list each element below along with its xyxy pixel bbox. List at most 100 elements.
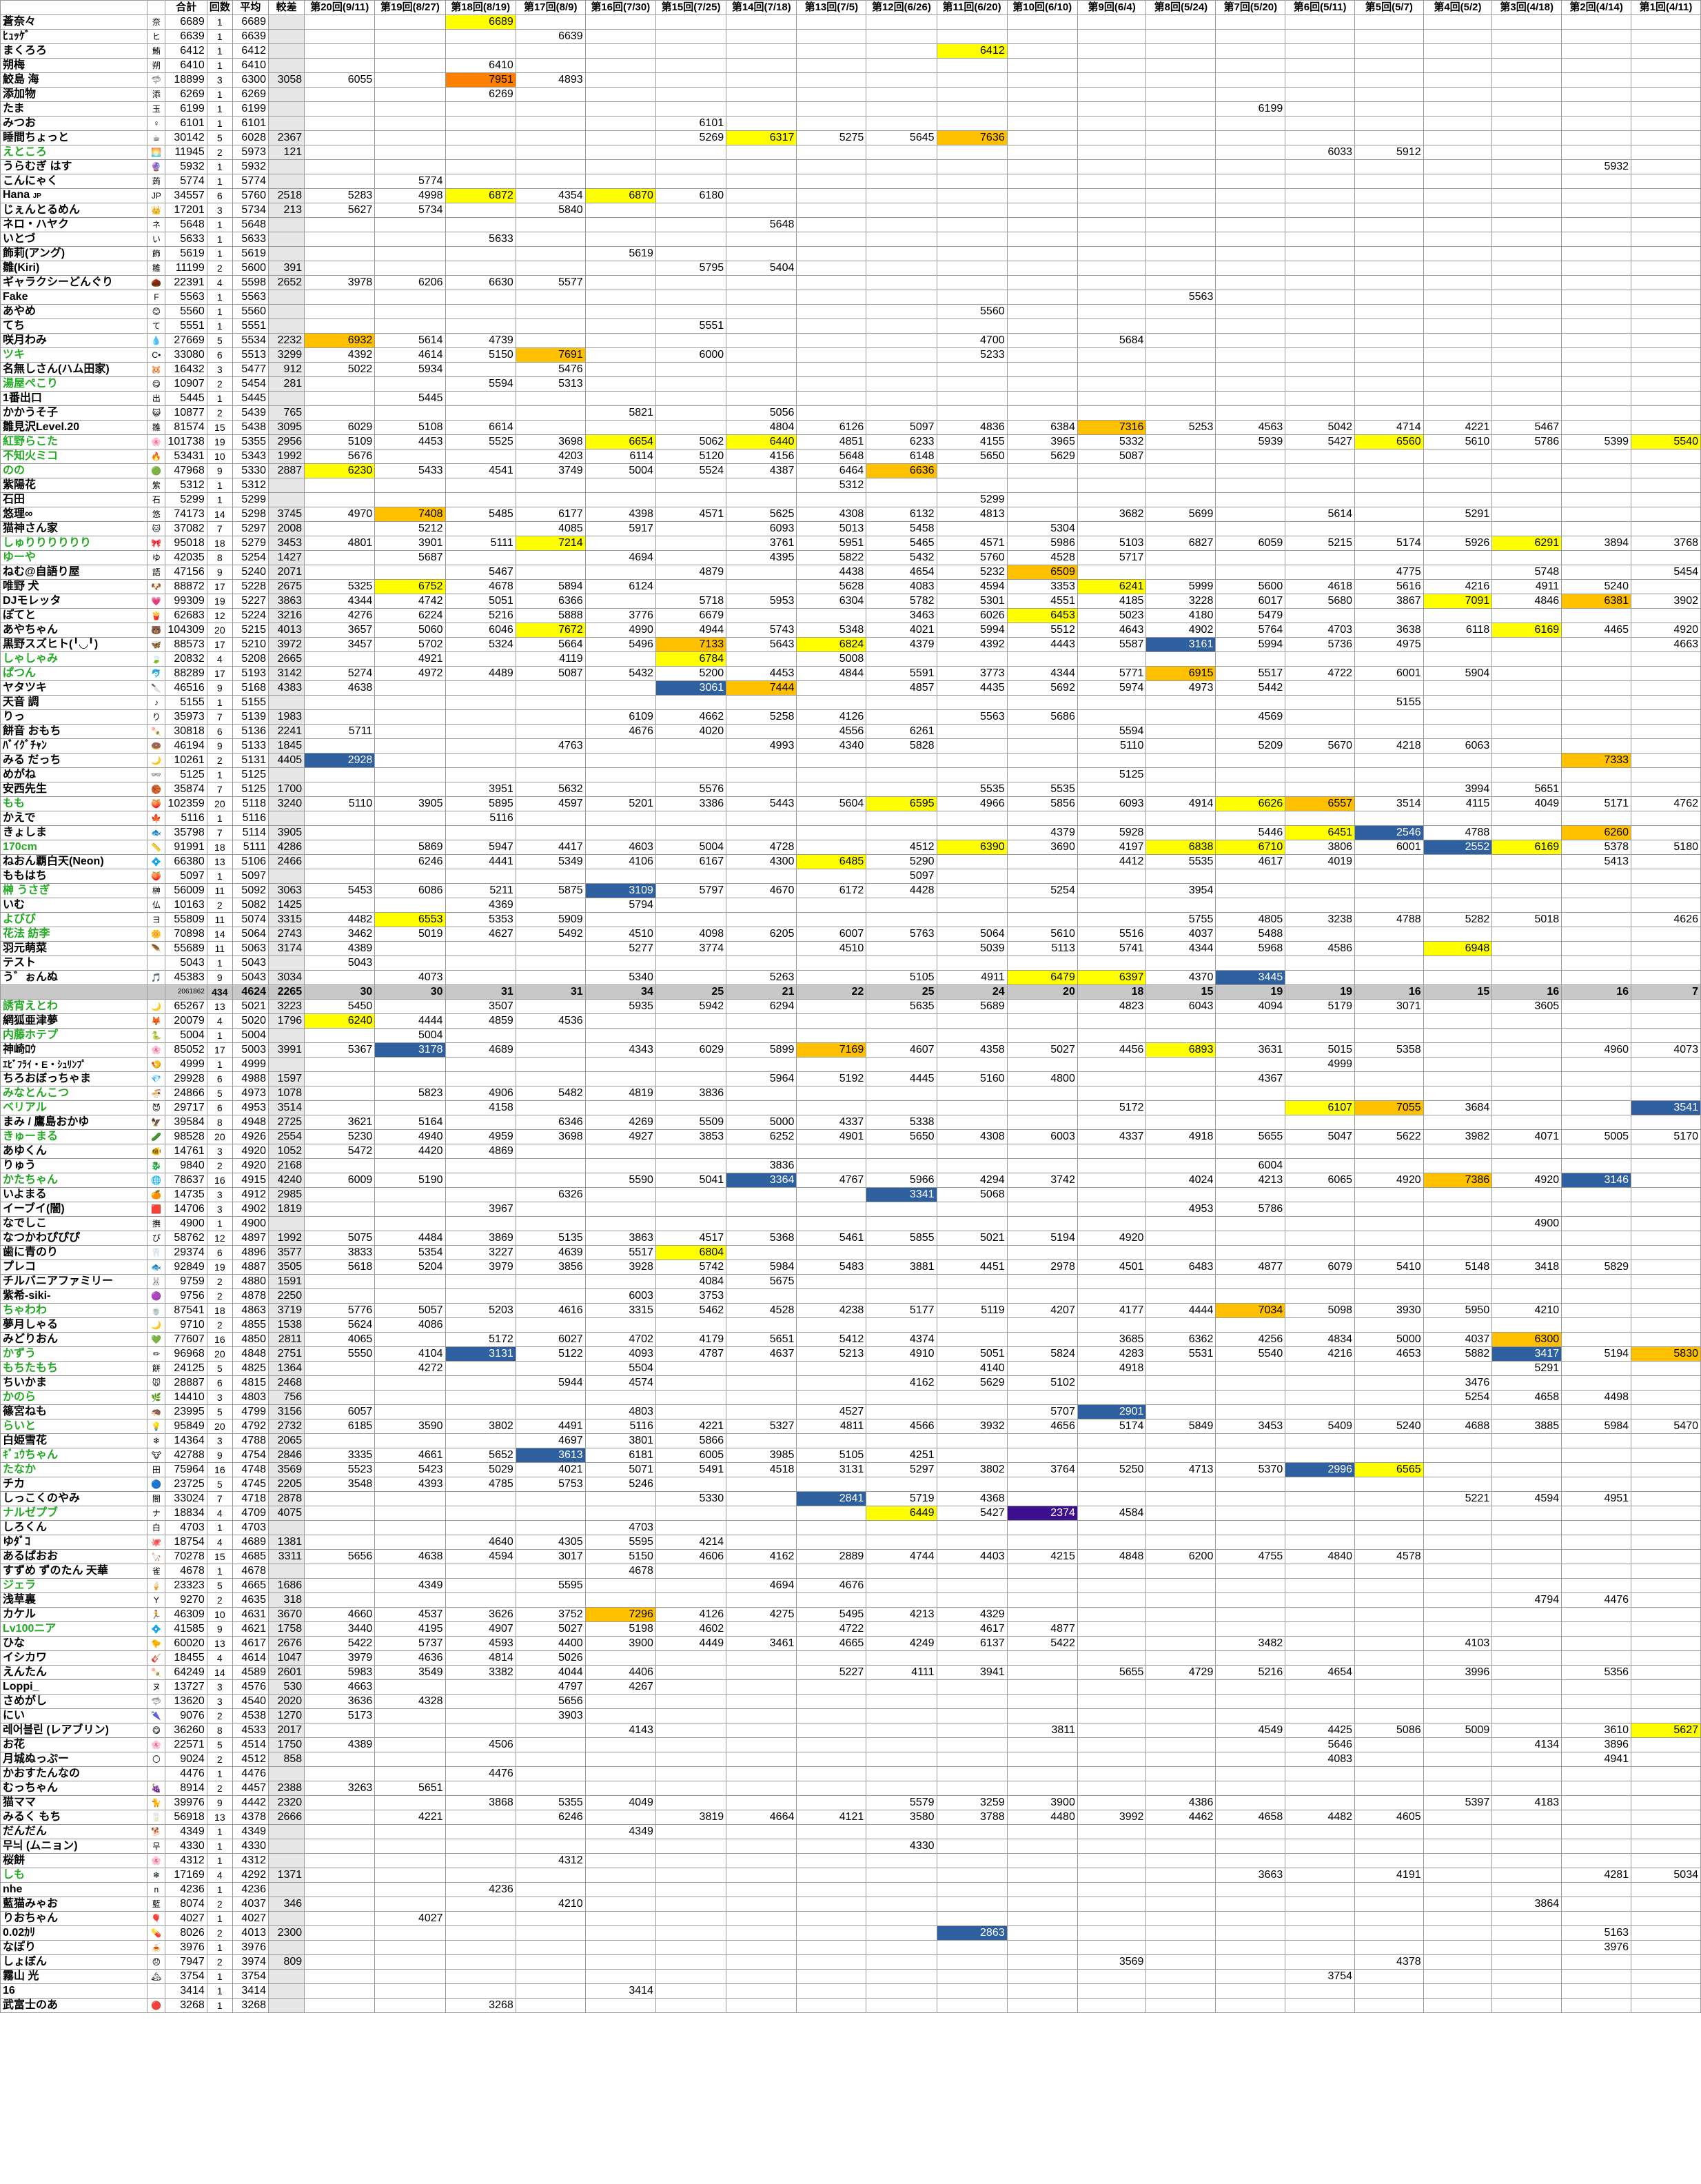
round-score-cell[interactable]: 6233 [866,434,937,449]
round-score-cell[interactable] [304,1506,376,1521]
round-score-cell[interactable]: 3259 [936,1795,1008,1810]
count-cell[interactable]: 2 [206,261,233,276]
round-score-cell[interactable] [584,1940,656,1955]
round-score-cell[interactable] [1145,1911,1216,1926]
round-score-cell[interactable] [515,1173,586,1188]
round-score-cell[interactable]: 4703 [1285,623,1356,638]
round-score-cell[interactable] [445,1708,516,1723]
round-score-cell[interactable]: 4563 [1215,420,1286,435]
round-score-cell[interactable]: 7951 [445,72,516,88]
round-score-cell[interactable] [1631,1535,1701,1550]
round-score-cell[interactable] [445,1028,516,1043]
avatar-icon[interactable]: 🌸 [147,1737,166,1752]
round-score-cell[interactable] [655,1144,727,1159]
round-score-cell[interactable]: 4700 [936,333,1008,348]
round-score-cell[interactable] [655,825,727,840]
count-cell[interactable]: 3 [206,1202,233,1217]
round-score-cell[interactable] [936,1694,1008,1709]
avatar-icon[interactable]: ヌ [147,1679,166,1695]
count-cell[interactable]: 1 [206,1824,233,1839]
round-score-cell[interactable] [936,405,1008,421]
round-score-cell[interactable] [445,753,516,768]
count-cell[interactable]: 9 [206,1621,233,1637]
round-score-cell[interactable] [1077,391,1147,406]
round-score-cell[interactable]: 5869 [374,840,446,855]
round-score-cell[interactable] [1631,58,1701,73]
round-score-cell[interactable] [1561,927,1632,942]
round-score-cell[interactable] [374,1752,446,1767]
round-score-cell[interactable] [1561,507,1632,522]
round-score-cell[interactable]: 5627 [304,203,376,218]
round-score-cell[interactable] [1561,391,1632,406]
round-score-cell[interactable] [1491,1144,1562,1159]
round-score-cell[interactable] [1215,72,1286,88]
round-score-cell[interactable] [1631,898,1701,913]
round-score-cell[interactable]: 3992 [1077,1810,1147,1825]
round-score-cell[interactable]: 5461 [796,1231,867,1246]
avatar-icon[interactable]: C• [147,347,166,363]
round-score-cell[interactable] [1145,1737,1216,1752]
round-score-cell[interactable] [1077,203,1147,218]
round-score-cell[interactable] [1006,1477,1078,1492]
round-score-cell[interactable] [866,1564,937,1579]
round-score-cell[interactable] [1285,1477,1356,1492]
round-score-cell[interactable] [515,1940,586,1955]
round-score-cell[interactable] [1423,174,1493,189]
round-score-cell[interactable]: 2928 [304,753,376,768]
avatar-icon[interactable]: 雀 [147,1564,166,1579]
round-score-cell[interactable] [1491,1983,1562,1999]
round-score-cell[interactable]: 3894 [1561,536,1632,551]
round-score-cell[interactable] [1354,1781,1424,1796]
round-score-cell[interactable]: 5822 [796,550,867,565]
round-score-cell[interactable] [584,232,656,247]
round-score-cell[interactable]: 4021 [866,623,937,638]
round-score-cell[interactable]: 5200 [655,666,727,681]
round-score-cell[interactable] [584,1506,656,1521]
round-score-cell[interactable] [304,1535,376,1550]
round-score-cell[interactable]: 3476 [1423,1375,1493,1391]
average-cell[interactable]: 6269 [232,87,269,102]
round-score-cell[interactable] [1423,29,1493,44]
round-score-cell[interactable]: 5855 [866,1231,937,1246]
round-score-cell[interactable]: 6148 [866,449,937,464]
round-score-cell[interactable] [866,1404,937,1419]
round-score-cell[interactable]: 4444 [1145,1303,1216,1318]
average-cell[interactable]: 5021 [232,999,269,1014]
player-name-cell[interactable]: めがね [0,767,148,782]
round-score-cell[interactable] [584,1216,656,1231]
round-score-cell[interactable]: 4367 [1215,1071,1286,1086]
round-score-cell[interactable] [1077,101,1147,117]
round-score-cell[interactable] [584,58,656,73]
round-score-cell[interactable] [936,217,1008,232]
round-score-cell[interactable]: 5155 [1354,695,1424,710]
round-score-cell[interactable] [304,550,376,565]
round-score-cell[interactable] [304,174,376,189]
count-cell[interactable]: 12 [206,608,233,623]
round-score-cell[interactable] [1006,72,1078,88]
round-score-cell[interactable] [1561,550,1632,565]
round-score-cell[interactable]: 6126 [796,420,867,435]
round-score-cell[interactable]: 5743 [726,623,797,638]
round-score-cell[interactable] [726,1216,797,1231]
round-score-cell[interactable] [584,811,656,826]
round-score-cell[interactable]: 4556 [796,724,867,739]
round-score-cell[interactable] [1215,43,1286,59]
round-score-cell[interactable]: 3549 [374,1665,446,1680]
round-score-cell[interactable] [655,304,727,319]
round-score-cell[interactable] [1561,1535,1632,1550]
round-score-cell[interactable] [1006,1013,1078,1029]
round-score-cell[interactable] [1491,507,1562,522]
round-score-cell[interactable] [1006,1694,1078,1709]
count-cell[interactable]: 1 [206,318,233,334]
average-cell[interactable]: 4621 [232,1621,269,1637]
difference-cell[interactable]: 2065 [268,1433,305,1448]
round-score-cell[interactable] [445,521,516,536]
round-score-cell[interactable] [584,594,656,609]
round-score-cell[interactable] [1215,376,1286,392]
round-score-cell[interactable] [936,1144,1008,1159]
round-score-cell[interactable] [1423,1086,1493,1101]
count-cell[interactable]: 1 [206,1520,233,1535]
round-score-cell[interactable] [866,29,937,44]
round-score-cell[interactable] [584,1998,656,2013]
round-score-cell[interactable] [445,1216,516,1231]
